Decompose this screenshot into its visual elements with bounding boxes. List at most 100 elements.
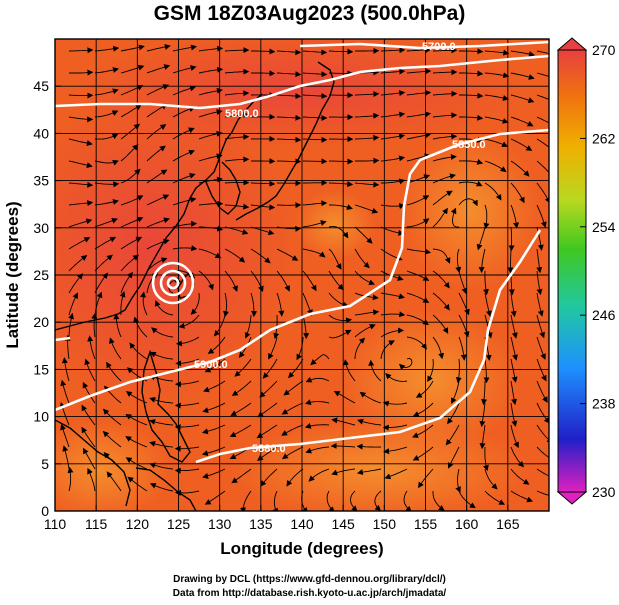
streamline-arrow: [536, 270, 543, 296]
streamline-arrow: [68, 292, 78, 316]
streamline-arrow: [281, 446, 304, 460]
streamline-arrow: [172, 245, 198, 252]
streamline-arrow: [174, 380, 200, 388]
streamline-arrow: [83, 447, 96, 470]
streamline-arrow: [81, 404, 96, 426]
streamline-arrow: [302, 292, 313, 316]
streamline-arrow: [328, 48, 354, 55]
streamline-arrow: [355, 157, 380, 164]
streamline-arrow: [458, 314, 470, 338]
x-tick-label: 135: [249, 516, 273, 532]
streamline-arrow: [412, 402, 434, 417]
streamline-arrow: [94, 133, 119, 140]
streamline-arrow: [308, 468, 330, 482]
streamline-arrow: [380, 311, 406, 318]
streamline-arrow: [224, 270, 238, 292]
streamline-arrow: [382, 400, 408, 407]
streamline-arrow: [250, 226, 275, 236]
streamline-arrow: [302, 248, 326, 258]
streamline-arrow: [333, 391, 356, 404]
streamline-arrow: [380, 340, 395, 360]
streamline-arrow: [257, 446, 278, 462]
streamline-arrow: [481, 381, 488, 406]
streamline-arrow: [510, 138, 533, 151]
streamline-arrow: [380, 203, 406, 210]
streamline-arrow: [380, 133, 406, 140]
streamline-arrow: [276, 93, 302, 100]
streamline-arrow: [231, 380, 252, 396]
streamline-arrow: [69, 69, 94, 76]
streamline-arrow: [68, 92, 94, 99]
streamline-arrow: [87, 467, 96, 492]
x-tick-label: 110: [44, 516, 67, 532]
streamline-arrow: [94, 199, 119, 206]
streamline-arrow: [224, 156, 250, 163]
streamline-arrow: [60, 423, 70, 448]
streamline-arrow: [276, 225, 302, 232]
credit-drawing: Drawing by DCL (https://www.gfd-dennou.o…: [173, 574, 446, 585]
streamline-arrow: [61, 357, 70, 382]
streamline-arrow: [415, 380, 434, 398]
streamline-arrow: [432, 314, 449, 334]
streamline-arrow: [455, 468, 461, 493]
streamline-arrow: [484, 490, 505, 505]
streamline-arrow: [459, 114, 484, 121]
streamline-arrow: [94, 160, 119, 166]
streamline-arrow: [458, 198, 478, 207]
streamline-arrow: [106, 361, 122, 382]
streamline-arrow: [536, 226, 544, 251]
streamline-arrow: [250, 248, 271, 264]
streamline-arrow: [174, 489, 200, 496]
streamline-arrow: [203, 380, 226, 393]
streamline-arrow: [149, 351, 174, 360]
streamline-arrow: [302, 49, 328, 56]
streamline-arrow: [302, 220, 327, 228]
streamline-arrow: [250, 204, 276, 211]
streamline-arrow: [458, 292, 470, 316]
streamline-arrow: [328, 70, 354, 77]
x-tick-label: 145: [331, 516, 355, 532]
streamline-arrow: [94, 67, 119, 74]
streamline-arrow: [125, 436, 148, 448]
streamline-arrow: [328, 314, 352, 324]
streamline-arrow: [276, 292, 285, 317]
streamline-arrow: [354, 204, 379, 214]
streamline-arrow: [432, 207, 448, 228]
streamline-arrow: [81, 426, 96, 448]
streamline-arrow: [384, 468, 408, 480]
streamline-arrow: [302, 115, 328, 121]
streamline-arrow: [172, 85, 196, 96]
streamline-arrow: [354, 337, 366, 360]
streamline-arrow: [484, 116, 509, 124]
streamline-arrow: [398, 357, 413, 371]
streamline-arrow: [149, 482, 174, 492]
streamline-arrow: [68, 200, 94, 207]
streamline-arrow: [151, 327, 174, 338]
streamline-arrow: [478, 248, 486, 274]
streamline-arrow: [68, 47, 94, 54]
streamline-arrow: [251, 70, 276, 77]
streamline-arrow: [536, 358, 547, 382]
streamline-arrow: [510, 446, 525, 468]
streamline-arrow: [354, 91, 380, 98]
streamline-arrow: [383, 446, 408, 455]
streamline-arrow: [91, 312, 98, 338]
x-tick-label: 120: [126, 516, 150, 532]
contour-label: 5900.0: [194, 359, 228, 371]
streamline-arrow: [412, 446, 434, 461]
streamline-arrow: [536, 204, 547, 228]
streamline-arrow: [224, 90, 250, 97]
streamline-arrow: [385, 372, 408, 382]
streamline-arrow: [432, 248, 451, 264]
streamline-arrow: [250, 292, 258, 318]
streamline-arrow: [146, 145, 166, 162]
streamline-arrow: [302, 270, 317, 292]
streamline-arrow: [149, 397, 174, 404]
y-tick-label: 25: [33, 267, 49, 283]
streamline-arrow: [354, 248, 370, 269]
streamline-arrow: [251, 48, 276, 55]
streamline-arrow: [94, 236, 117, 250]
streamline-arrow: [276, 136, 302, 143]
streamline-arrow: [380, 47, 406, 54]
